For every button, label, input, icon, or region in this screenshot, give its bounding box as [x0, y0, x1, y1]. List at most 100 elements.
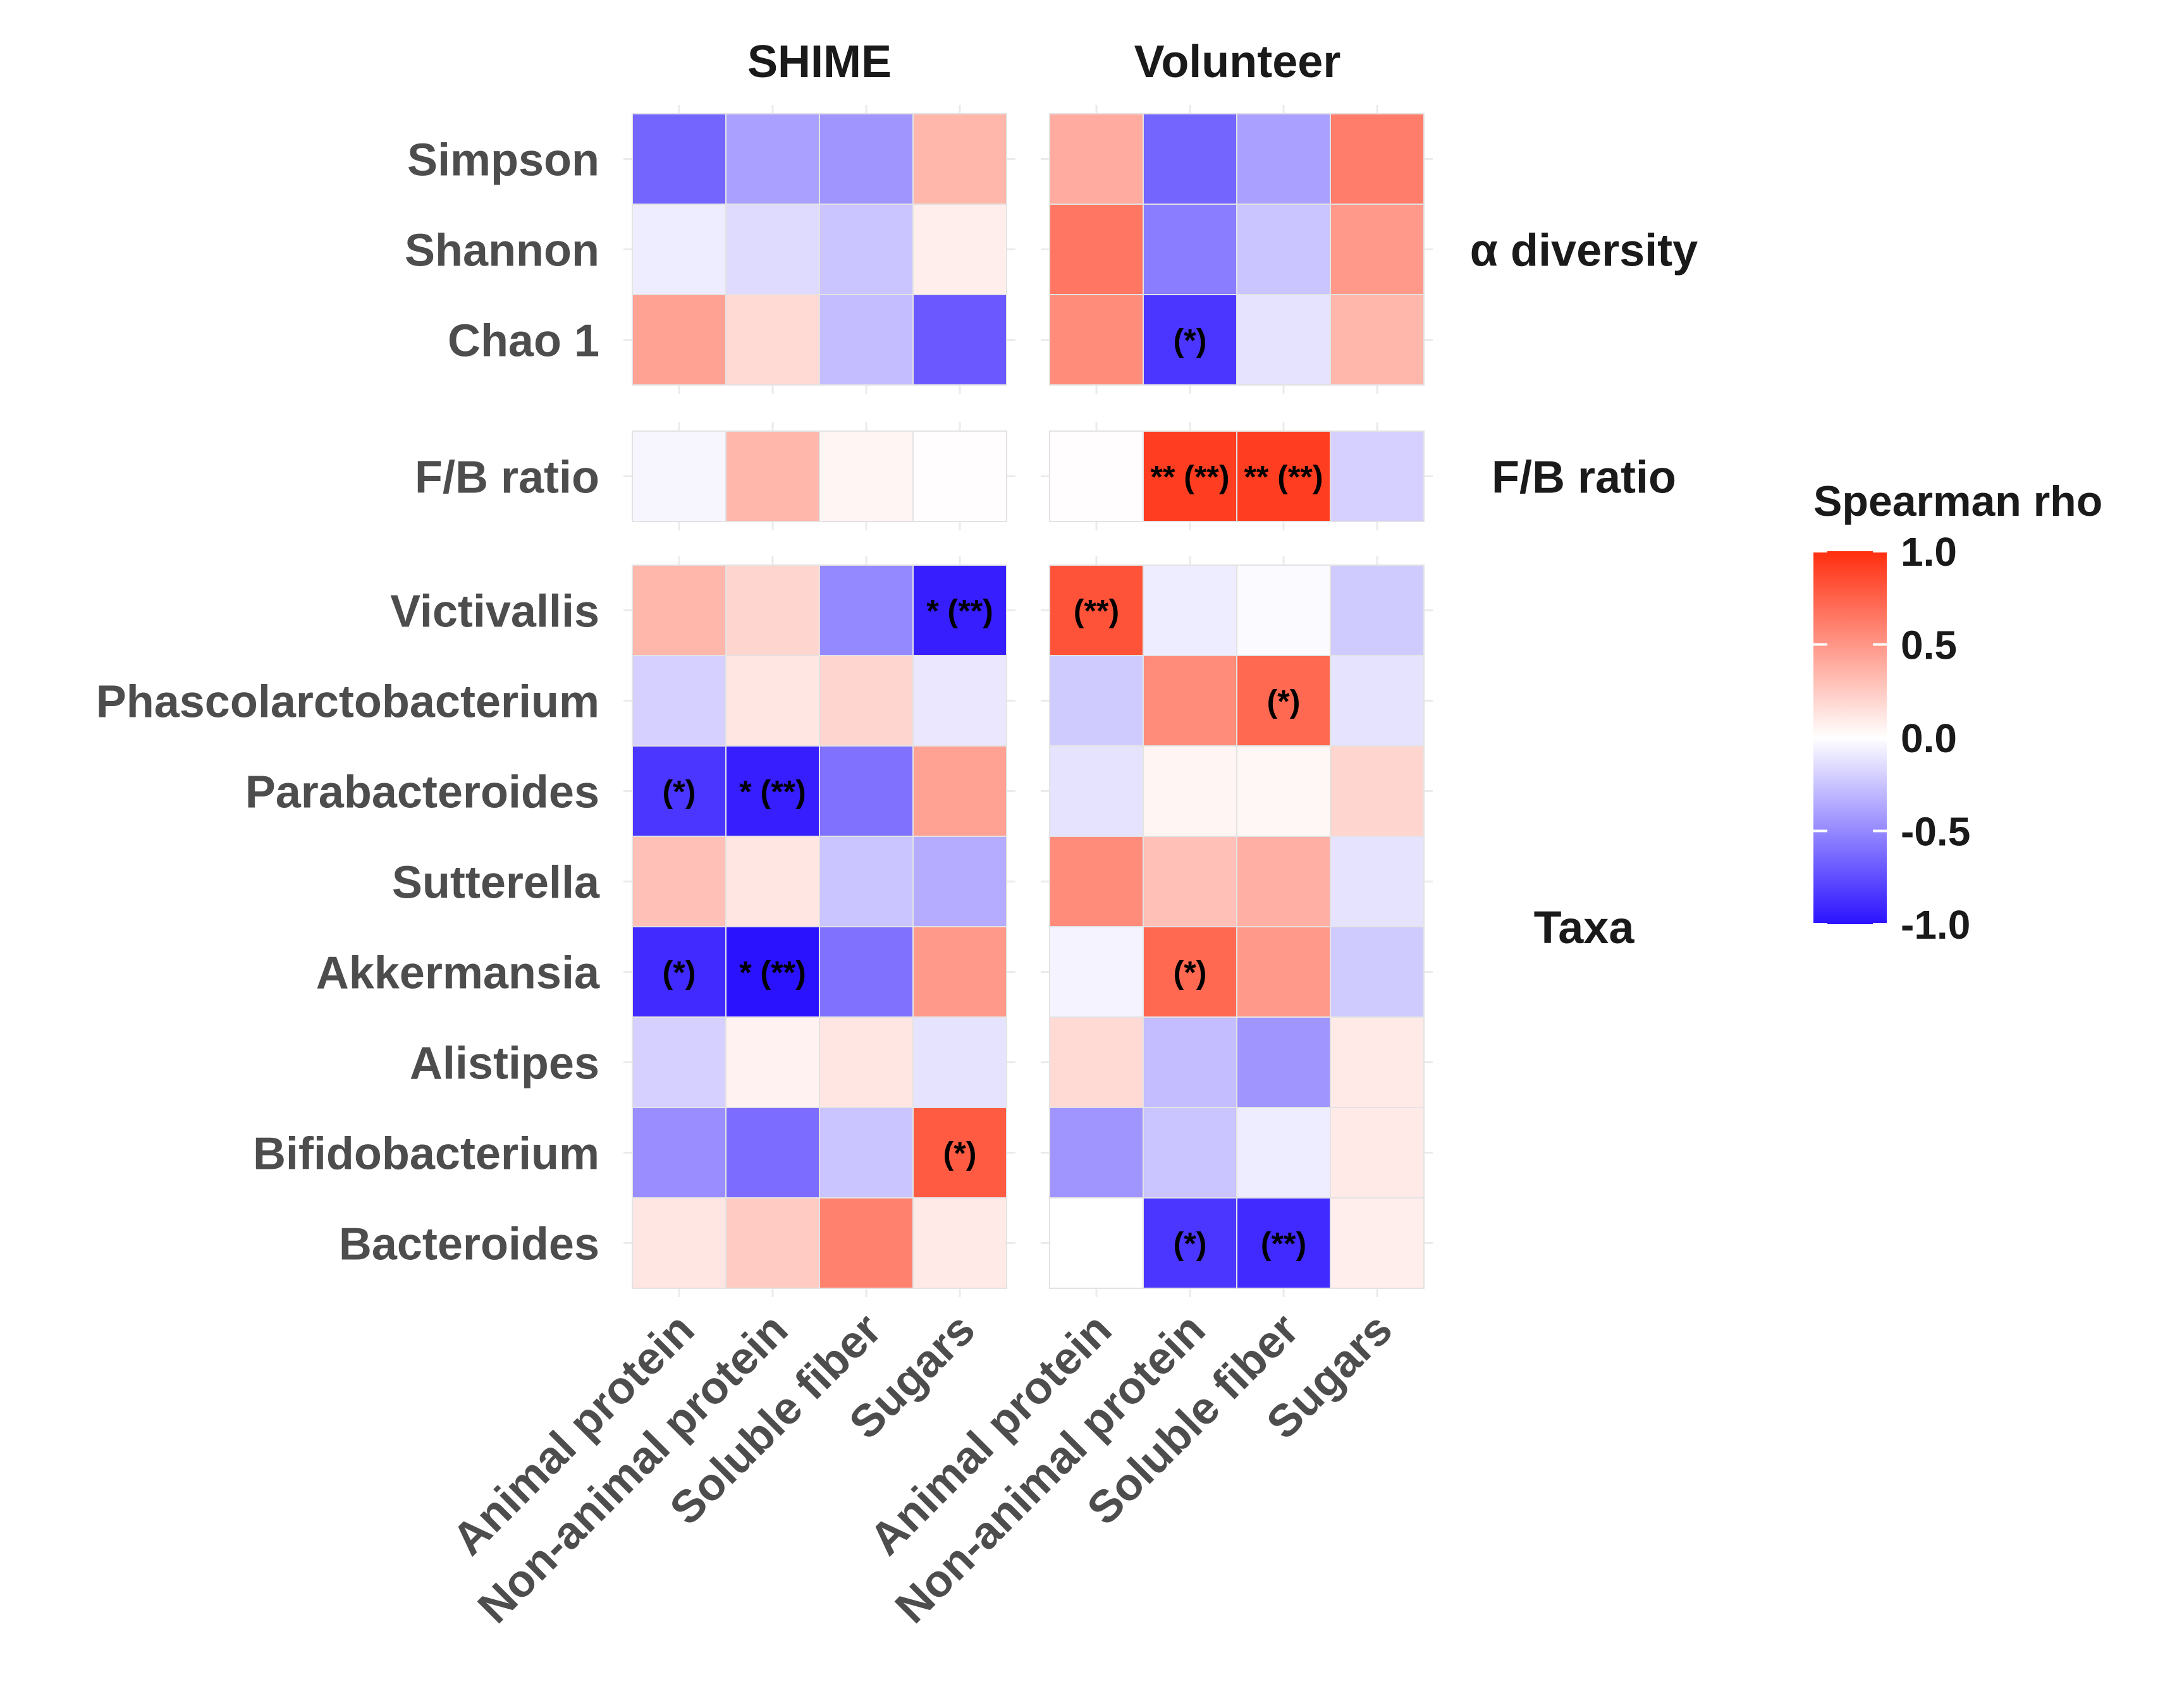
heatmap-cell-volunteer-chao-1-sugars	[1330, 294, 1425, 386]
significance-label: (*)	[663, 774, 696, 810]
heatmap-cell-shime-akkermansia-soluble-fiber	[819, 926, 914, 1018]
heatmap-cell-shime-bacteroides-non-animal-protein	[725, 1197, 820, 1289]
significance-label: (**)	[1261, 1226, 1306, 1262]
heatmap-cell-volunteer-bifidobacterium-sugars	[1330, 1107, 1425, 1199]
heatmap-cell-volunteer-sutterella-non-animal-protein	[1143, 836, 1237, 927]
heatmap-cell-shime-shannon-soluble-fiber	[819, 204, 914, 295]
heatmap-cell-shime-shannon-sugars	[912, 204, 1007, 295]
significance-label: (*)	[1174, 1226, 1207, 1262]
heatmap-cell-shime-f-b-ratio-animal-protein	[632, 430, 727, 522]
facet-title-shime: SHIME	[747, 37, 892, 87]
heatmap-cell-shime-akkermansia-animal-protein	[632, 926, 727, 1018]
heatmap-cell-shime-alistipes-soluble-fiber	[819, 1016, 914, 1108]
row-label-simpson: Simpson	[407, 135, 599, 186]
significance-label: (*)	[1174, 323, 1207, 358]
heatmap-cell-volunteer-alistipes-non-animal-protein	[1143, 1016, 1237, 1108]
heatmap-cell-shime-simpson-soluble-fiber	[819, 113, 914, 205]
row-label-chao-1: Chao 1	[448, 316, 599, 367]
heatmap-cell-shime-shannon-animal-protein	[632, 204, 727, 295]
heatmap-cell-volunteer-bifidobacterium-animal-protein	[1049, 1107, 1144, 1199]
heatmap-cell-volunteer-parabacteroides-sugars	[1330, 745, 1425, 837]
group-label-taxa: Taxa	[1534, 903, 1635, 953]
row-label-alistipes: Alistipes	[410, 1039, 599, 1089]
heatmap-cell-shime-phascolarctobacterium-non-animal-protein	[725, 655, 820, 747]
row-label-akkermansia: Akkermansia	[316, 948, 600, 999]
significance-label: (*)	[1174, 955, 1207, 991]
heatmap-cell-volunteer-f-b-ratio-soluble-fiber	[1236, 430, 1331, 522]
heatmap-cell-shime-bacteroides-animal-protein	[632, 1197, 727, 1289]
heatmap-cell-shime-shannon-non-animal-protein	[725, 204, 820, 295]
heatmap-cell-volunteer-chao-1-non-animal-protein	[1143, 294, 1237, 386]
row-label-phascolarctobacterium: Phascolarctobacterium	[96, 677, 599, 728]
group-label-f-b-ratio: F/B ratio	[1492, 453, 1676, 503]
heatmap-cell-volunteer-phascolarctobacterium-non-animal-protein	[1143, 655, 1237, 747]
heatmap-cell-shime-sutterella-animal-protein	[632, 836, 727, 927]
significance-label: (*)	[663, 955, 696, 991]
heatmap-cell-shime-phascolarctobacterium-animal-protein	[632, 655, 727, 747]
heatmap-cell-volunteer-shannon-animal-protein	[1049, 204, 1144, 295]
heatmap-cell-shime-bacteroides-soluble-fiber	[819, 1197, 914, 1289]
row-label-bifidobacterium: Bifidobacterium	[253, 1129, 599, 1180]
heatmap-cell-volunteer-victivallis-sugars	[1330, 564, 1425, 656]
legend-title: Spearman rho	[1813, 477, 2102, 525]
group-labels: α diversity F/B ratio Taxa	[1470, 226, 1698, 954]
heatmap-cell-volunteer-victivallis-animal-protein	[1049, 564, 1144, 656]
heatmap-cell-volunteer-simpson-animal-protein	[1049, 113, 1144, 205]
significance-label: * (**)	[739, 955, 806, 991]
heatmap-cell-volunteer-parabacteroides-soluble-fiber	[1236, 745, 1331, 837]
heatmap-cell-shime-simpson-animal-protein	[632, 113, 727, 205]
heatmap-cell-shime-bifidobacterium-soluble-fiber	[819, 1107, 914, 1199]
heatmap-cell-volunteer-bacteroides-soluble-fiber	[1236, 1197, 1331, 1289]
heatmap-cell-shime-alistipes-animal-protein	[632, 1016, 727, 1108]
row-label-sutterella: Sutterella	[392, 858, 600, 908]
heatmap-cell-volunteer-sutterella-soluble-fiber	[1236, 836, 1331, 927]
heatmap-cell-volunteer-parabacteroides-non-animal-protein	[1143, 745, 1237, 837]
heatmap-cell-volunteer-akkermansia-soluble-fiber	[1236, 926, 1331, 1018]
heatmap-cell-volunteer-bacteroides-animal-protein	[1049, 1197, 1144, 1289]
heatmap-cell-shime-sutterella-non-animal-protein	[725, 836, 820, 927]
heatmap-cell-volunteer-akkermansia-non-animal-protein	[1143, 926, 1237, 1018]
legend-ticks: 1.0 0.5 0.0 -0.5 -1.0	[1813, 529, 1970, 948]
heatmap-cell-shime-chao-1-animal-protein	[632, 294, 727, 386]
significance-label: * (**)	[739, 774, 806, 810]
legend-tick-label: -1.0	[1901, 902, 1970, 948]
row-label-f-b-ratio: F/B ratio	[415, 453, 599, 503]
heatmap-cell-shime-chao-1-non-animal-protein	[725, 294, 820, 386]
heatmap-cell-shime-akkermansia-non-animal-protein	[725, 926, 820, 1018]
facet-title-volunteer: Volunteer	[1134, 37, 1341, 87]
heatmap-cell-volunteer-bifidobacterium-soluble-fiber	[1236, 1107, 1331, 1199]
heatmap-cell-shime-alistipes-sugars	[912, 1016, 1007, 1108]
heatmap-cell-shime-bifidobacterium-non-animal-protein	[725, 1107, 820, 1199]
legend-tick-label: -0.5	[1901, 809, 1970, 855]
heatmap-cell-shime-bifidobacterium-sugars	[912, 1107, 1007, 1199]
heatmap-cell-volunteer-f-b-ratio-sugars	[1330, 430, 1425, 522]
heatmap-cell-volunteer-phascolarctobacterium-soluble-fiber	[1236, 655, 1331, 747]
significance-label: (*)	[943, 1136, 977, 1171]
color-legend: Spearman rho 1.0 0.5 0.0 -0.5 -1.0	[1813, 477, 2102, 948]
heatmap-cell-shime-f-b-ratio-soluble-fiber	[819, 430, 914, 522]
row-label-bacteroides: Bacteroides	[339, 1219, 599, 1270]
heatmap-cell-shime-sutterella-soluble-fiber	[819, 836, 914, 927]
heatmap-cell-shime-f-b-ratio-sugars	[912, 430, 1007, 522]
heatmap-cell-shime-simpson-sugars	[912, 113, 1007, 205]
heatmap-cell-shime-akkermansia-sugars	[912, 926, 1007, 1018]
heatmap-cell-volunteer-alistipes-sugars	[1330, 1016, 1425, 1108]
heatmap-cell-shime-victivallis-animal-protein	[632, 564, 727, 656]
heatmap-cell-shime-bacteroides-sugars	[912, 1197, 1007, 1289]
heatmap-cell-shime-phascolarctobacterium-sugars	[912, 655, 1007, 747]
significance-label: (*)	[1267, 684, 1301, 719]
row-label-parabacteroides: Parabacteroides	[245, 767, 599, 818]
significance-label: ** (**)	[1244, 460, 1323, 495]
heatmap-cell-shime-parabacteroides-soluble-fiber	[819, 745, 914, 837]
heatmap-cell-volunteer-phascolarctobacterium-sugars	[1330, 655, 1425, 747]
significance-label: * (**)	[926, 594, 993, 629]
heatmap-cell-volunteer-akkermansia-sugars	[1330, 926, 1425, 1018]
legend-tick-label: 0.0	[1901, 716, 1957, 761]
heatmap-cell-volunteer-akkermansia-animal-protein	[1049, 926, 1144, 1018]
heatmap-cell-volunteer-bacteroides-sugars	[1330, 1197, 1425, 1289]
heatmap-cell-volunteer-f-b-ratio-animal-protein	[1049, 430, 1144, 522]
heatmap-cell-volunteer-shannon-sugars	[1330, 204, 1425, 295]
heatmap-cell-shime-victivallis-soluble-fiber	[819, 564, 914, 656]
